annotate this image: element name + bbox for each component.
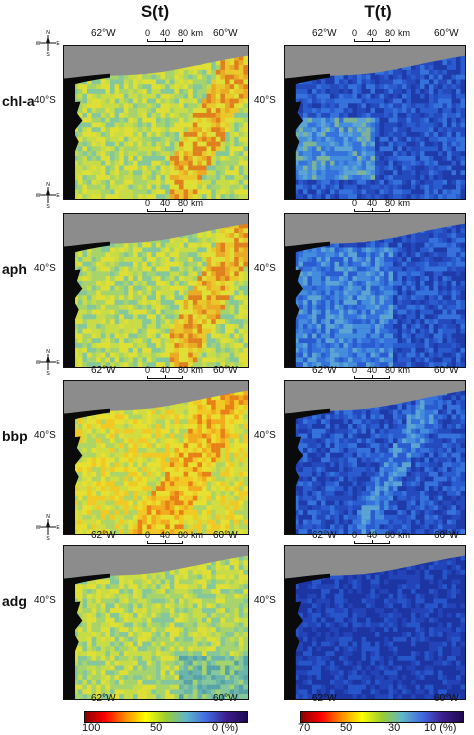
- map-t-chl-a: [284, 45, 466, 200]
- map-t-aph: [284, 213, 466, 368]
- lat-label-left-2: 40°S: [34, 430, 56, 441]
- map-t-adg: [284, 545, 466, 700]
- lat-label-right-3: 40°S: [254, 595, 276, 606]
- colorbar-t-label-10: 10 (%): [424, 722, 457, 734]
- lon-label-bottom-right-w: 62°W: [312, 693, 337, 704]
- colorbar-s: [84, 711, 248, 723]
- lon-label-row4-left-e: 60°W: [213, 530, 238, 541]
- compass-2: N S E W: [36, 348, 61, 377]
- svg-text:N: N: [46, 182, 50, 188]
- lat-label-left-3: 40°S: [34, 595, 56, 606]
- column-title-s: S(t): [140, 2, 170, 21]
- compass-3: N S E W: [36, 513, 61, 542]
- row-label-bbp: bbp: [2, 428, 28, 444]
- lon-label-row3-left-w: 62°W: [91, 365, 116, 376]
- svg-text:E: E: [56, 41, 60, 47]
- svg-text:W: W: [36, 193, 41, 199]
- row-label-chl-a: chl-a: [2, 93, 35, 109]
- lat-label-left-0: 40°S: [34, 95, 56, 106]
- map-t-bbp: [284, 380, 466, 535]
- scale-bar-top-right: 0 40 80 km: [352, 28, 414, 44]
- colorbar-s-label-max: 100: [82, 722, 101, 734]
- lon-label-row4-right-e: 60°W: [434, 530, 459, 541]
- colorbar-t-label-70: 70: [298, 722, 311, 734]
- lon-label-bottom-right-e: 60°W: [434, 693, 459, 704]
- map-s-adg: [63, 545, 249, 700]
- compass-0: N S E W: [36, 29, 61, 58]
- scale-bar-r3-right: 0 40 80 km: [352, 365, 414, 381]
- colorbar-t-label-30: 30: [388, 722, 401, 734]
- lon-label-bottom-left-w: 62°W: [91, 693, 116, 704]
- lon-label-row3-right-e: 60°W: [434, 365, 459, 376]
- scale-bar-r2-right: 0 40 80 km: [352, 198, 414, 214]
- lon-label-top-right-e: 60°W: [434, 28, 459, 39]
- compass-1: N S E W: [36, 181, 61, 210]
- scale-bar-r3-left: 0 40 80 km: [145, 365, 207, 381]
- svg-text:S: S: [46, 204, 50, 209]
- colorbar-s-label-mid: 50: [150, 722, 163, 734]
- lon-label-top-left-w: 62°W: [91, 28, 116, 39]
- svg-text:E: E: [56, 193, 60, 199]
- lon-label-row3-right-w: 62°W: [312, 365, 337, 376]
- colorbar-s-label-min: 0 (%): [212, 722, 239, 734]
- colorbar-t-label-50: 50: [340, 722, 353, 734]
- map-s-aph: [63, 213, 249, 368]
- lat-label-right-0: 40°S: [254, 95, 276, 106]
- row-label-adg: adg: [2, 593, 27, 609]
- lon-label-row3-left-e: 60°W: [213, 365, 238, 376]
- scale-bar-r4-left: 0 40 80 km: [145, 530, 207, 546]
- scale-bar-top-left: 0 40 80 km: [145, 28, 207, 44]
- column-title-t: T(t): [364, 2, 392, 21]
- map-s-bbp: [63, 380, 249, 535]
- lat-label-left-1: 40°S: [34, 263, 56, 274]
- scale-bar-r4-right: 0 40 80 km: [352, 530, 414, 546]
- map-s-chl-a: [63, 45, 249, 200]
- scale-bar-r2-left: 0 40 80 km: [145, 198, 207, 214]
- lat-label-right-1: 40°S: [254, 263, 276, 274]
- lon-label-top-left-e: 60°W: [213, 28, 238, 39]
- lon-label-bottom-left-e: 60°W: [213, 693, 238, 704]
- row-label-aph: aph: [2, 261, 27, 277]
- colorbar-t: [300, 711, 464, 723]
- lon-label-top-right-w: 62°W: [312, 28, 337, 39]
- svg-text:N: N: [46, 30, 50, 36]
- svg-text:W: W: [36, 41, 41, 47]
- lat-label-right-2: 40°S: [254, 430, 276, 441]
- lon-label-row4-left-w: 62°W: [91, 530, 116, 541]
- lon-label-row4-right-w: 62°W: [312, 530, 337, 541]
- svg-text:S: S: [46, 52, 50, 57]
